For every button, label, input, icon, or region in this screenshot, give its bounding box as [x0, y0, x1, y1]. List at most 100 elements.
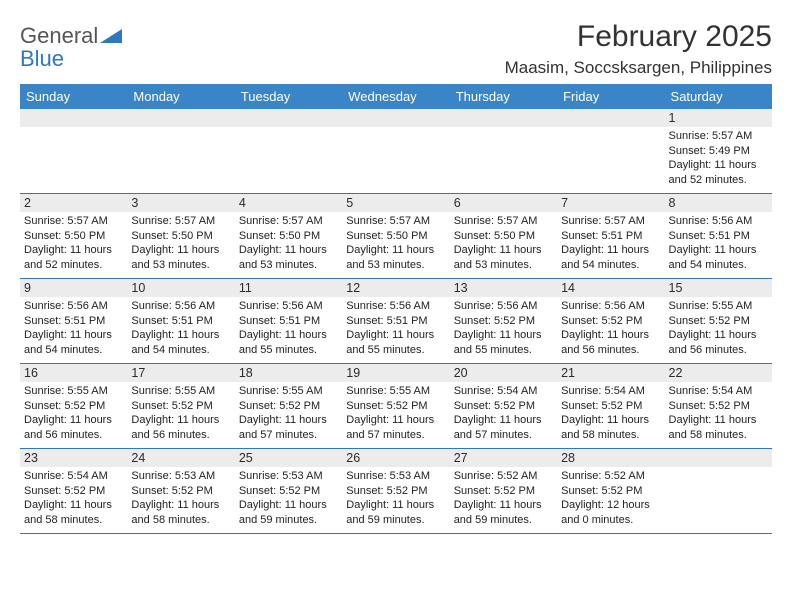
day-details: Sunrise: 5:53 AMSunset: 5:52 PMDaylight:…: [346, 469, 445, 527]
daylight-text: Daylight: 11 hours and 54 minutes.: [669, 243, 768, 272]
calendar-day: 20 Sunrise: 5:54 AMSunset: 5:52 PMDayligh…: [450, 364, 557, 448]
page-header: General Blue February 2025 Maasim, Soccs…: [20, 20, 772, 78]
day-number: [20, 109, 127, 127]
sunrise-text: Sunrise: 5:57 AM: [131, 214, 230, 229]
calendar-day: [557, 109, 664, 193]
day-details: Sunrise: 5:57 AMSunset: 5:50 PMDaylight:…: [131, 214, 230, 272]
brand-triangle-icon: [100, 29, 122, 45]
calendar-day: 16 Sunrise: 5:55 AMSunset: 5:52 PMDayligh…: [20, 364, 127, 448]
day-number: 25: [235, 449, 342, 467]
daylight-text: Daylight: 11 hours and 54 minutes.: [131, 328, 230, 357]
location-subtitle: Maasim, Soccsksargen, Philippines: [505, 58, 772, 78]
day-number: 11: [235, 279, 342, 297]
calendar-day: [665, 449, 772, 533]
daylight-text: Daylight: 11 hours and 55 minutes.: [454, 328, 553, 357]
calendar-day: [20, 109, 127, 193]
calendar-day: 19Sunrise: 5:55 AMSunset: 5:52 PMDayligh…: [342, 364, 449, 448]
calendar-day: 4Sunrise: 5:57 AMSunset: 5:50 PMDaylight…: [235, 194, 342, 278]
sunrise-text: Sunrise: 5:56 AM: [239, 299, 338, 314]
sunrise-text: Sunrise: 5:52 AM: [454, 469, 553, 484]
sunset-text: Sunset: 5:50 PM: [346, 229, 445, 244]
dow-friday: Friday: [557, 84, 664, 109]
day-details: Sunrise: 5:55 AMSunset: 5:52 PMDaylight:…: [346, 384, 445, 442]
day-number: 4: [235, 194, 342, 212]
day-number: 15: [665, 279, 772, 297]
sunset-text: Sunset: 5:52 PM: [131, 484, 230, 499]
sunset-text: Sunset: 5:52 PM: [346, 399, 445, 414]
sunrise-text: Sunrise: 5:56 AM: [454, 299, 553, 314]
calendar: Sunday Monday Tuesday Wednesday Thursday…: [20, 84, 772, 534]
calendar-day: [450, 109, 557, 193]
daylight-text: Daylight: 11 hours and 57 minutes.: [346, 413, 445, 442]
day-number: 26: [342, 449, 449, 467]
day-number: 20: [450, 364, 557, 382]
daylight-text: Daylight: 11 hours and 54 minutes.: [561, 243, 660, 272]
sunset-text: Sunset: 5:51 PM: [346, 314, 445, 329]
sunset-text: Sunset: 5:50 PM: [131, 229, 230, 244]
day-details: Sunrise: 5:55 AMSunset: 5:52 PMDaylight:…: [24, 384, 123, 442]
sunset-text: Sunset: 5:52 PM: [239, 484, 338, 499]
day-number: 7: [557, 194, 664, 212]
day-details: Sunrise: 5:54 AMSunset: 5:52 PMDaylight:…: [454, 384, 553, 442]
sunset-text: Sunset: 5:51 PM: [24, 314, 123, 329]
day-number: 9: [20, 279, 127, 297]
calendar-week: 16Sunrise: 5:55 AMSunset: 5:52 PMDayligh…: [20, 364, 772, 449]
daylight-text: Daylight: 11 hours and 57 minutes.: [454, 413, 553, 442]
day-details: Sunrise: 5:57 AMSunset: 5:50 PMDaylight:…: [24, 214, 123, 272]
sunset-text: Sunset: 5:52 PM: [454, 484, 553, 499]
daylight-text: Daylight: 11 hours and 52 minutes.: [669, 158, 768, 187]
day-number: 16: [20, 364, 127, 382]
sunrise-text: Sunrise: 5:57 AM: [24, 214, 123, 229]
dow-tuesday: Tuesday: [235, 84, 342, 109]
calendar-day: 6Sunrise: 5:57 AMSunset: 5:50 PMDaylight…: [450, 194, 557, 278]
day-number: 10: [127, 279, 234, 297]
dow-monday: Monday: [127, 84, 234, 109]
daylight-text: Daylight: 11 hours and 56 minutes.: [131, 413, 230, 442]
calendar-day: 8 Sunrise: 5:56 AMSunset: 5:51 PMDaylight…: [665, 194, 772, 278]
daylight-text: Daylight: 11 hours and 58 minutes.: [561, 413, 660, 442]
sunrise-text: Sunrise: 5:55 AM: [131, 384, 230, 399]
sunset-text: Sunset: 5:51 PM: [669, 229, 768, 244]
calendar-day: 13Sunrise: 5:56 AMSunset: 5:52 PMDayligh…: [450, 279, 557, 363]
day-details: Sunrise: 5:57 AMSunset: 5:51 PMDaylight:…: [561, 214, 660, 272]
calendar-week: 2Sunrise: 5:57 AMSunset: 5:50 PMDaylight…: [20, 194, 772, 279]
day-number: 13: [450, 279, 557, 297]
daylight-text: Daylight: 11 hours and 53 minutes.: [346, 243, 445, 272]
day-number: 8: [665, 194, 772, 212]
daylight-text: Daylight: 11 hours and 58 minutes.: [131, 498, 230, 527]
dow-wednesday: Wednesday: [342, 84, 449, 109]
day-number: 27: [450, 449, 557, 467]
sunrise-text: Sunrise: 5:56 AM: [669, 214, 768, 229]
sunrise-text: Sunrise: 5:53 AM: [239, 469, 338, 484]
day-number: [450, 109, 557, 127]
calendar-day: 7 Sunrise: 5:57 AMSunset: 5:51 PMDaylight…: [557, 194, 664, 278]
calendar-day: 14Sunrise: 5:56 AMSunset: 5:52 PMDayligh…: [557, 279, 664, 363]
day-details: Sunrise: 5:56 AMSunset: 5:51 PMDaylight:…: [239, 299, 338, 357]
sunset-text: Sunset: 5:51 PM: [561, 229, 660, 244]
calendar-day: 24Sunrise: 5:53 AMSunset: 5:52 PMDayligh…: [127, 449, 234, 533]
dow-sunday: Sunday: [20, 84, 127, 109]
day-details: Sunrise: 5:54 AMSunset: 5:52 PMDaylight:…: [669, 384, 768, 442]
day-number: 22: [665, 364, 772, 382]
day-number: 2: [20, 194, 127, 212]
sunrise-text: Sunrise: 5:57 AM: [454, 214, 553, 229]
day-details: Sunrise: 5:54 AMSunset: 5:52 PMDaylight:…: [561, 384, 660, 442]
day-number: [557, 109, 664, 127]
calendar-week: 23Sunrise: 5:54 AMSunset: 5:52 PMDayligh…: [20, 449, 772, 534]
day-details: Sunrise: 5:55 AMSunset: 5:52 PMDaylight:…: [131, 384, 230, 442]
brand-word-1: General: [20, 23, 98, 48]
sunset-text: Sunset: 5:52 PM: [346, 484, 445, 499]
daylight-text: Daylight: 11 hours and 53 minutes.: [131, 243, 230, 272]
day-number: [665, 449, 772, 467]
month-title: February 2025: [505, 20, 772, 54]
day-details: Sunrise: 5:53 AMSunset: 5:52 PMDaylight:…: [131, 469, 230, 527]
day-number: 28: [557, 449, 664, 467]
daylight-text: Daylight: 11 hours and 56 minutes.: [24, 413, 123, 442]
daylight-text: Daylight: 11 hours and 53 minutes.: [454, 243, 553, 272]
day-number: 1: [665, 109, 772, 127]
calendar-day: 3Sunrise: 5:57 AMSunset: 5:50 PMDaylight…: [127, 194, 234, 278]
daylight-text: Daylight: 11 hours and 58 minutes.: [669, 413, 768, 442]
day-number: 12: [342, 279, 449, 297]
daylight-text: Daylight: 11 hours and 55 minutes.: [239, 328, 338, 357]
daylight-text: Daylight: 12 hours and 0 minutes.: [561, 498, 660, 527]
